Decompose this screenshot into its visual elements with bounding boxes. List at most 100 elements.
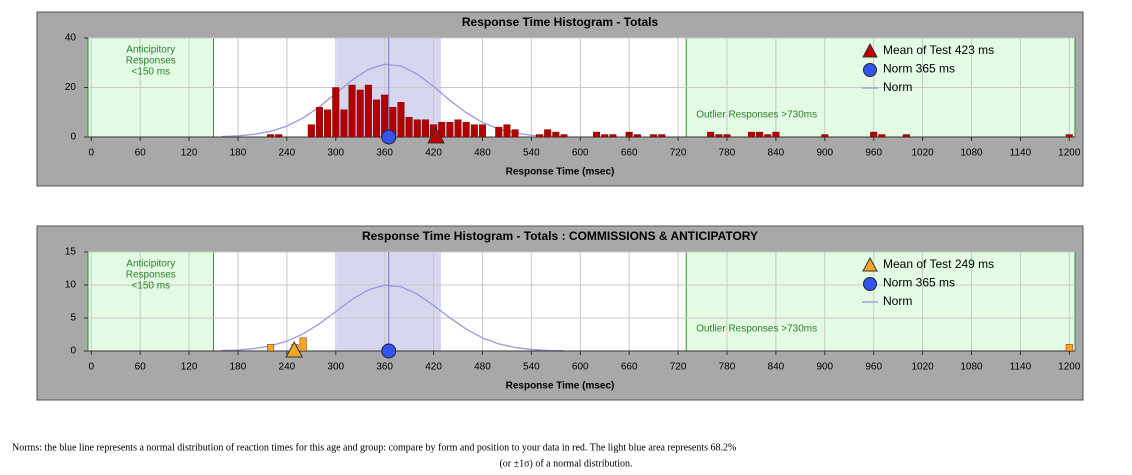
mean-marker <box>285 340 304 358</box>
bar <box>307 124 315 138</box>
annotation: <150 ms <box>131 281 170 292</box>
bar <box>536 134 544 138</box>
bar <box>658 134 666 138</box>
bar <box>275 134 283 138</box>
x-tick-label: 900 <box>816 362 833 373</box>
y-tick-label: 20 <box>65 82 77 93</box>
legend-label: Norm <box>883 80 912 94</box>
bar <box>1065 344 1073 352</box>
x-tick-label: 780 <box>719 148 736 159</box>
x-tick-label: 360 <box>376 362 393 373</box>
legend-swatch <box>862 42 878 58</box>
y-tick-label: 15 <box>65 247 77 258</box>
x-tick-label: 720 <box>670 148 687 159</box>
x-tick-label: 540 <box>523 362 540 373</box>
bar <box>413 119 421 138</box>
bar <box>299 337 307 352</box>
x-tick-label: 960 <box>865 362 882 373</box>
annotation: Anticipitory <box>126 259 175 270</box>
x-tick-label: 60 <box>135 362 147 373</box>
bar <box>462 121 470 138</box>
legend-label: Mean of Test 249 ms <box>883 257 994 271</box>
bar <box>870 131 878 138</box>
x-tick-label: 1200 <box>1058 148 1081 159</box>
x-axis-label: Response Time (msec) <box>506 381 615 392</box>
bar <box>348 84 356 138</box>
x-tick-label: 840 <box>768 362 785 373</box>
chart-title: Response Time Histogram - Totals <box>462 15 659 29</box>
x-tick-label: 1020 <box>911 362 934 373</box>
bar <box>373 99 381 138</box>
legend-label: Norm 365 ms <box>883 276 955 290</box>
x-tick-label: 840 <box>768 148 785 159</box>
x-tick-label: 120 <box>181 148 198 159</box>
footnote: (or ±1σ) of a normal distribution. <box>499 458 632 469</box>
x-tick-label: 900 <box>816 148 833 159</box>
norm-marker <box>381 343 397 359</box>
x-tick-label: 540 <box>523 148 540 159</box>
annotation: Outlier Responses >730ms <box>696 324 817 335</box>
bar <box>552 131 560 138</box>
x-tick-label: 720 <box>670 362 687 373</box>
bar <box>503 124 511 138</box>
annotation: Responses <box>126 270 176 281</box>
bar <box>601 134 609 138</box>
y-tick-label: 40 <box>65 33 77 44</box>
annotation: Outlier Responses >730ms <box>696 110 817 121</box>
bar <box>902 134 910 138</box>
legend-swatch <box>863 63 877 77</box>
norm-curve <box>221 284 564 352</box>
bar <box>544 129 552 138</box>
bar <box>715 134 723 138</box>
bar <box>821 134 829 138</box>
legend-swatch <box>863 277 877 291</box>
chart-title: Response Time Histogram - Totals : COMMI… <box>362 229 758 243</box>
x-tick-label: 180 <box>230 362 247 373</box>
bar <box>356 89 364 138</box>
legend-label: Norm 365 ms <box>883 62 955 76</box>
bar <box>324 109 332 138</box>
x-tick-label: 420 <box>425 148 442 159</box>
bar <box>421 119 429 138</box>
annotation: <150 ms <box>131 67 170 78</box>
bar <box>625 131 633 138</box>
x-tick-label: 1140 <box>1010 148 1032 159</box>
x-tick-label: 240 <box>279 362 296 373</box>
bar <box>397 102 405 138</box>
bar <box>405 116 413 138</box>
x-tick-label: 1020 <box>911 148 934 159</box>
bar <box>747 131 755 138</box>
bar <box>723 134 731 138</box>
bar <box>315 107 323 138</box>
x-tick-label: 660 <box>621 362 638 373</box>
norm-marker <box>381 129 397 145</box>
bar <box>560 134 568 138</box>
x-tick-label: 120 <box>181 362 198 373</box>
bar <box>478 124 486 138</box>
x-tick-label: 0 <box>88 148 94 159</box>
x-tick-label: 180 <box>230 148 247 159</box>
x-tick-label: 600 <box>572 148 589 159</box>
x-tick-label: 1080 <box>960 148 983 159</box>
mean-marker <box>427 126 445 144</box>
x-tick-label: 780 <box>719 362 736 373</box>
x-axis-label: Response Time (msec) <box>506 167 615 178</box>
bar <box>878 134 886 138</box>
x-tick-label: 1080 <box>960 362 983 373</box>
x-tick-label: 0 <box>88 362 94 373</box>
bar <box>593 131 601 138</box>
legend-swatch <box>862 256 878 272</box>
y-tick-label: 5 <box>70 313 76 324</box>
bar <box>1065 134 1073 138</box>
footnote: Norms: the blue line represents a normal… <box>12 442 736 453</box>
annotation: Responses <box>126 56 176 67</box>
x-tick-label: 660 <box>621 148 638 159</box>
bar <box>650 134 658 138</box>
legend-label: Mean of Test 423 ms <box>883 43 994 57</box>
x-tick-label: 300 <box>327 148 344 159</box>
x-tick-label: 480 <box>474 148 491 159</box>
bar <box>267 134 275 138</box>
bar <box>332 87 340 138</box>
bar <box>454 119 462 138</box>
x-tick-label: 300 <box>327 362 344 373</box>
